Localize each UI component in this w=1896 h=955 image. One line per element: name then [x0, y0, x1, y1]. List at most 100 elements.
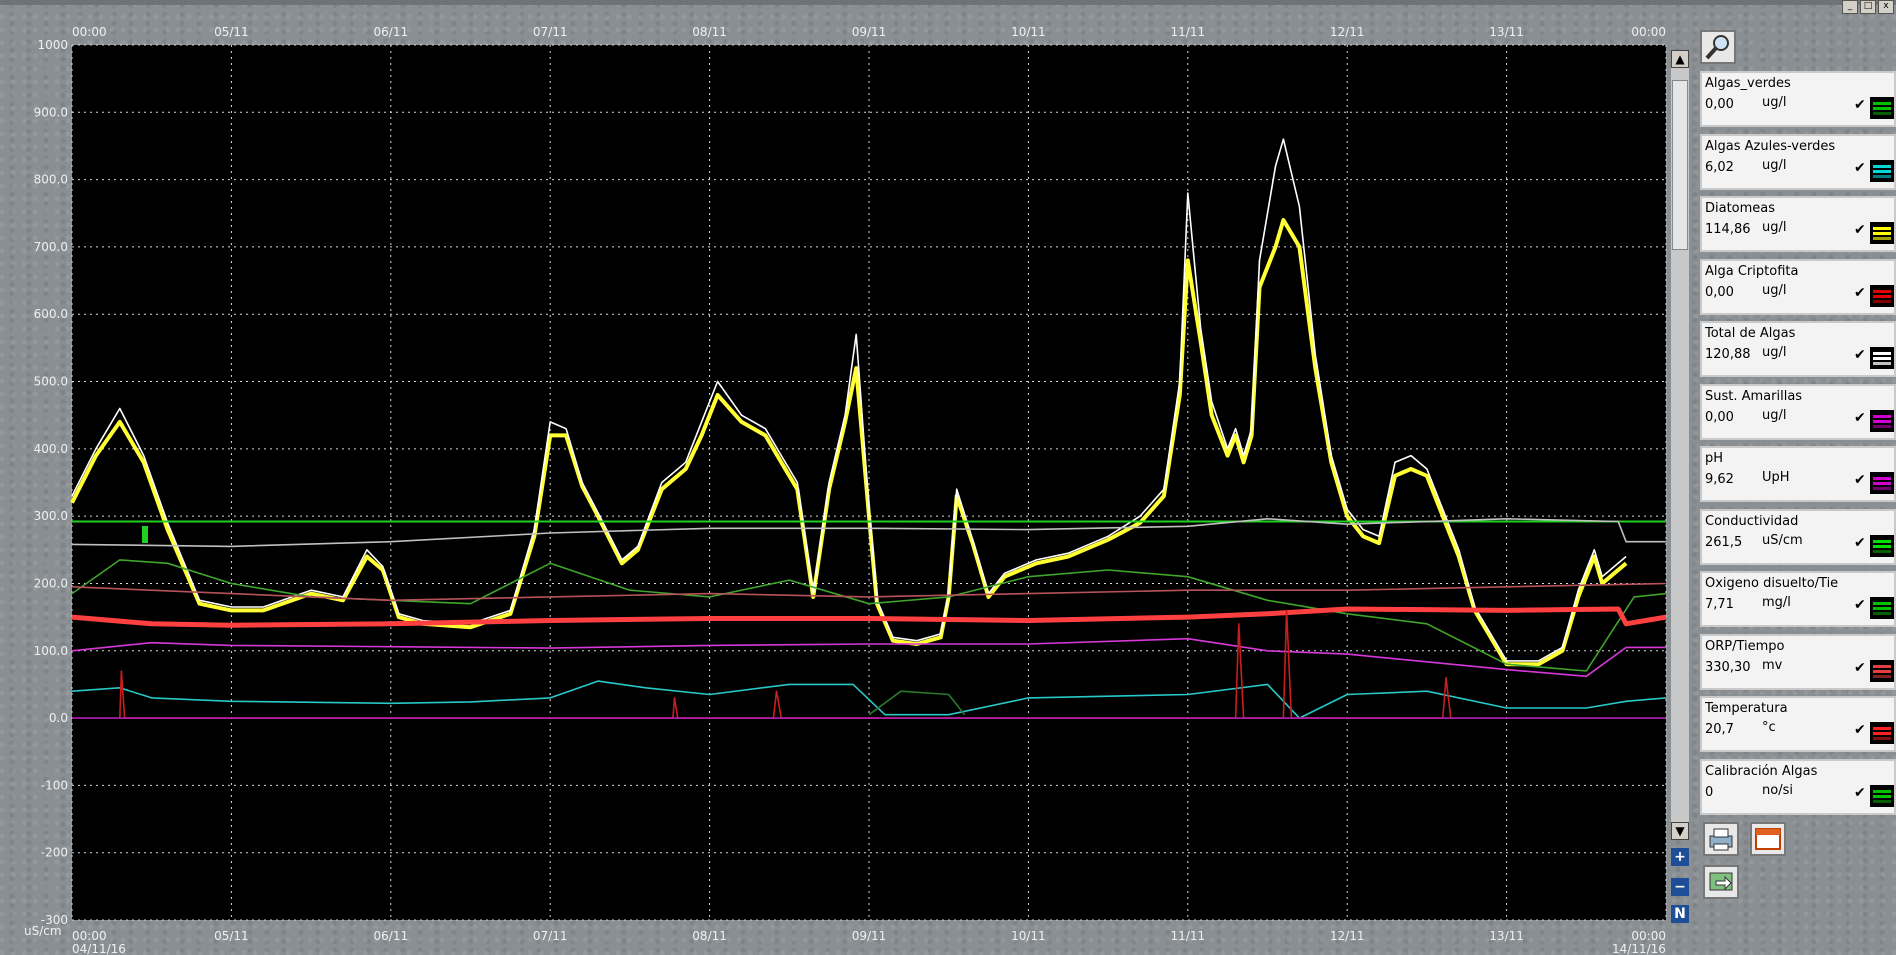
- minimize-button[interactable]: _: [1842, 0, 1858, 14]
- swatch-bar: [1873, 539, 1891, 543]
- legend-item[interactable]: Conductividad 261,5 uS/cm ✔: [1700, 508, 1896, 565]
- checkmark-icon[interactable]: ✔: [1854, 97, 1866, 113]
- y-tick-label: 100.0: [34, 644, 68, 658]
- swatch-bar: [1873, 674, 1891, 678]
- legend-item-value: 7,71: [1705, 597, 1734, 612]
- swatch-bar: [1873, 419, 1891, 423]
- legend-item[interactable]: Calibración Algas 0 no/si ✔: [1700, 758, 1896, 815]
- checkmark-icon[interactable]: ✔: [1854, 222, 1866, 238]
- legend-color-swatch[interactable]: [1870, 472, 1894, 494]
- legend-item[interactable]: Diatomeas 114,86 ug/l ✔: [1700, 196, 1896, 252]
- swatch-bar: [1873, 737, 1891, 740]
- legend-item[interactable]: ORP/Tiempo 330,30 mv ✔: [1700, 633, 1896, 690]
- legend-item-unit: no/si: [1762, 782, 1793, 798]
- legend-item-value: 0,00: [1705, 409, 1734, 425]
- swatch-bar: [1873, 107, 1891, 110]
- checkmark-icon[interactable]: ✔: [1854, 659, 1866, 676]
- checkmark-icon[interactable]: ✔: [1854, 534, 1866, 551]
- swatch-bar: [1873, 169, 1891, 173]
- legend-item-value: 0,00: [1705, 97, 1734, 112]
- checkmark-icon[interactable]: ✔: [1854, 597, 1866, 613]
- swatch-bar: [1873, 612, 1891, 615]
- series-line-temperatura: [71, 606, 1667, 628]
- y-axis: 1000 900.0 800.0 700.0 600.0 500.0 400.0 300.0 2…: [34, 38, 68, 927]
- legend-item[interactable]: Total de Algas 120,88 ug/l ✔: [1700, 321, 1896, 377]
- legend-item-value: 6,02: [1705, 159, 1734, 175]
- legend-color-swatch[interactable]: [1870, 597, 1894, 619]
- legend-item-value: 330,30: [1705, 659, 1751, 675]
- legend-color-swatch[interactable]: [1870, 722, 1894, 744]
- checkmark-icon[interactable]: ✔: [1854, 284, 1866, 301]
- restore-button[interactable]: □: [1860, 0, 1876, 14]
- legend-item[interactable]: Temperatura 20,7 °c ✔: [1700, 696, 1896, 752]
- legend-item-name: Conductividad: [1705, 513, 1799, 529]
- scrollbar-thumb[interactable]: [1672, 80, 1688, 250]
- zoom-in-button[interactable]: +: [1671, 848, 1689, 866]
- cursor-marker[interactable]: [142, 526, 148, 543]
- swatch-bar: [1873, 164, 1891, 168]
- swatch-bar: [1873, 602, 1891, 605]
- scrollbar-track[interactable]: [1671, 68, 1689, 822]
- y-tick-label: 700.0: [34, 240, 68, 254]
- legend-color-swatch[interactable]: [1870, 347, 1894, 369]
- x-tick-label-top: 13/11: [1489, 25, 1524, 39]
- magnifier-button[interactable]: [1700, 30, 1736, 64]
- series-lines: [70, 138, 1667, 719]
- x-tick-label-top: 00:00: [72, 25, 107, 39]
- calendar-button[interactable]: [1750, 822, 1786, 856]
- legend-item-name: Diatomeas: [1705, 201, 1776, 216]
- swatch-bar: [1873, 482, 1891, 485]
- legend-color-swatch[interactable]: [1870, 784, 1894, 807]
- swatch-bar: [1873, 477, 1891, 480]
- legend-item[interactable]: Alga Criptofita 0,00 ug/l ✔: [1700, 258, 1896, 315]
- legend-color-swatch[interactable]: [1870, 659, 1894, 682]
- x-tick-label-bottom: 09/11: [852, 929, 887, 943]
- print-button[interactable]: [1703, 822, 1739, 856]
- legend-item-unit: mv: [1762, 657, 1783, 673]
- checkmark-icon[interactable]: ✔: [1854, 409, 1866, 426]
- magnifier-icon: [1705, 35, 1729, 60]
- legend-item[interactable]: Algas Azules-verdes 6,02 ug/l ✔: [1700, 133, 1896, 190]
- legend-item-value: 0: [1705, 784, 1714, 800]
- scroll-down-button[interactable]: ▼: [1671, 822, 1689, 840]
- legend-color-swatch[interactable]: [1870, 534, 1894, 557]
- x-tick-label-top: 00:00: [1631, 25, 1666, 39]
- legend-item[interactable]: Oxigeno disuelto/Tie 7,71 mg/l ✔: [1700, 571, 1896, 627]
- trend-chart[interactable]: 00:00 05/11 06/11 07/11 08/11 09/11 10/11 11/11…: [0, 0, 1690, 955]
- legend-item[interactable]: pH 9,62 UpH ✔: [1700, 446, 1896, 502]
- checkmark-icon[interactable]: ✔: [1854, 784, 1866, 801]
- x-axis-top: 00:00 05/11 06/11 07/11 08/11 09/11 10/11 11/11…: [72, 25, 1666, 39]
- checkmark-icon[interactable]: ✔: [1854, 347, 1866, 363]
- legend-color-swatch[interactable]: [1870, 159, 1894, 182]
- y-tick-label: -100: [41, 778, 68, 792]
- legend-color-swatch[interactable]: [1870, 97, 1894, 119]
- checkmark-icon[interactable]: ✔: [1854, 472, 1866, 488]
- legend-item-unit: ug/l: [1762, 95, 1787, 110]
- export-button[interactable]: [1703, 865, 1739, 899]
- zoom-out-button[interactable]: −: [1671, 878, 1689, 896]
- swatch-bar: [1873, 299, 1891, 303]
- x-tick-label-bottom: 00:00: [1631, 929, 1666, 943]
- legend-item-unit: °c: [1762, 720, 1776, 735]
- checkmark-icon[interactable]: ✔: [1854, 722, 1866, 738]
- window-controls: _ □ x: [1842, 0, 1894, 14]
- series-line-ph: [71, 637, 1666, 678]
- legend-item[interactable]: Sust. Amarillas 0,00 ug/l ✔: [1700, 383, 1896, 440]
- scroll-up-button[interactable]: ▲: [1671, 50, 1689, 68]
- legend-item[interactable]: Algas_verdes 0,00 ug/l ✔: [1700, 71, 1896, 127]
- legend-item-name: ORP/Tiempo: [1705, 638, 1785, 654]
- legend-item-name: Algas Azules-verdes: [1705, 138, 1836, 154]
- swatch-bar: [1873, 414, 1891, 418]
- close-button[interactable]: x: [1878, 0, 1894, 14]
- plot-area[interactable]: [72, 45, 1666, 920]
- legend-item-unit: ug/l: [1762, 407, 1787, 423]
- x-tick-label-top: 12/11: [1330, 25, 1365, 39]
- legend-color-swatch[interactable]: [1870, 222, 1894, 244]
- swatch-bar: [1873, 102, 1891, 105]
- swatch-bar: [1873, 607, 1891, 610]
- swatch-bar: [1873, 227, 1891, 230]
- zoom-normal-button[interactable]: N: [1671, 905, 1689, 923]
- checkmark-icon[interactable]: ✔: [1854, 159, 1866, 176]
- legend-color-swatch[interactable]: [1870, 409, 1894, 432]
- legend-color-swatch[interactable]: [1870, 284, 1894, 307]
